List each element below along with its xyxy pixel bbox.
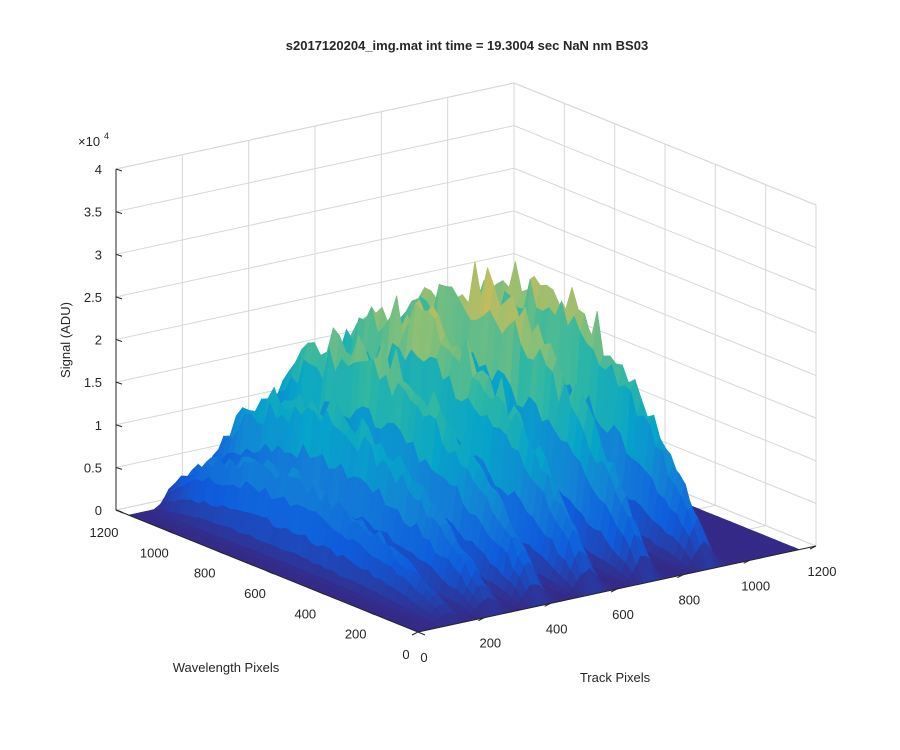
z-tick-label: 0.5 xyxy=(84,460,102,475)
z-exponent-base: ×10 xyxy=(78,134,100,149)
z-tick-label: 3.5 xyxy=(84,205,102,220)
x-tick-label: 1000 xyxy=(741,578,770,593)
z-tick-label: 4 xyxy=(95,162,102,177)
y-tick-label: 600 xyxy=(244,586,266,601)
z-tick-label: 3 xyxy=(95,247,102,262)
y-tick-label: 1000 xyxy=(140,545,169,560)
x-tick-label: 200 xyxy=(479,636,501,651)
x-axis-label: Track Pixels xyxy=(580,670,651,685)
x-tick-mark xyxy=(478,617,485,622)
x-tick-label: 1200 xyxy=(808,564,837,579)
y-tick-label: 400 xyxy=(294,606,316,621)
y-tick-mark xyxy=(266,570,275,575)
z-tick-mark xyxy=(115,381,123,385)
x-tick-mark xyxy=(411,631,419,636)
y-tick-mark xyxy=(317,590,325,595)
z-tick-mark xyxy=(115,339,123,342)
y-tick-mark xyxy=(417,631,426,636)
axes: 0200400600800100012000200400600800100012… xyxy=(84,162,837,665)
x-tick-mark xyxy=(677,574,684,579)
x-tick-label: 800 xyxy=(678,593,700,608)
z-tick-mark xyxy=(115,466,123,470)
z-tick-mark xyxy=(115,168,123,172)
z-tick-mark xyxy=(115,211,123,215)
x-tick-mark xyxy=(809,545,817,550)
y-tick-label: 800 xyxy=(194,566,216,581)
y-tick-mark xyxy=(216,550,224,555)
z-tick-label: 1 xyxy=(95,418,102,433)
y-tick-label: 0 xyxy=(402,647,409,662)
x-tick-label: 600 xyxy=(612,607,634,622)
surface-mesh xyxy=(127,261,801,633)
x-tick-mark xyxy=(544,602,551,607)
x-tick-mark xyxy=(743,559,750,564)
z-tick-label: 1.5 xyxy=(84,375,102,390)
z-tick-mark xyxy=(115,296,123,300)
z-axis-label: Signal (ADU) xyxy=(58,302,73,378)
y-axis-label: Wavelength Pixels xyxy=(173,660,280,675)
chart-title: s2017120204_img.mat int time = 19.3004 s… xyxy=(286,38,648,53)
x-tick-label: 400 xyxy=(546,621,568,636)
box-edge-top-side xyxy=(513,82,817,206)
z-tick-mark xyxy=(115,424,123,428)
y-tick-label: 1200 xyxy=(90,525,119,540)
z-tick-label: 2 xyxy=(95,333,102,348)
x-tick-mark xyxy=(610,588,618,593)
z-exponent-power: 4 xyxy=(104,131,109,141)
z-tick-label: 2.5 xyxy=(84,290,102,305)
z-exponent-label: ×10 4 xyxy=(78,131,109,149)
z-tick-label: 0 xyxy=(95,503,102,518)
z-tick-mark xyxy=(115,253,123,257)
box-edge-top-back xyxy=(115,82,515,170)
z-tick-mark xyxy=(115,509,123,513)
y-tick-label: 200 xyxy=(345,627,367,642)
x-tick-label: 0 xyxy=(420,650,427,665)
y-tick-mark xyxy=(367,611,375,616)
y-tick-mark xyxy=(166,529,174,534)
